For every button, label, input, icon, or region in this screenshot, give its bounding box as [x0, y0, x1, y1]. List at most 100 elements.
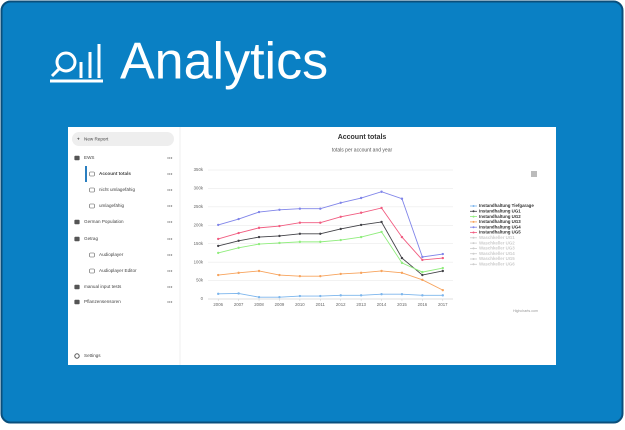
point[interactable]: [359, 235, 363, 239]
legend-entry-hidden[interactable]: Waschkeller UG1: [479, 235, 515, 240]
point[interactable]: [278, 224, 281, 228]
legend-entry[interactable]: Instandhaltung UG5: [479, 230, 521, 235]
settings-label[interactable]: Settings: [84, 353, 101, 358]
sidebar-item[interactable]: Audioplayer Editor: [99, 268, 137, 273]
point[interactable]: [421, 258, 424, 262]
point[interactable]: [298, 274, 302, 278]
point[interactable]: [441, 294, 444, 297]
legend-entry-hidden[interactable]: Waschkeller UG5: [479, 256, 515, 261]
point[interactable]: [298, 294, 302, 298]
point[interactable]: [278, 208, 281, 212]
point[interactable]: [217, 292, 220, 296]
legend-entry[interactable]: Instandhaltung Tiefgarage: [479, 203, 534, 208]
sidebar-item[interactable]: nicht umlagefähig: [99, 187, 135, 192]
point[interactable]: [441, 256, 444, 260]
point[interactable]: [380, 206, 383, 210]
point[interactable]: [217, 244, 220, 248]
point[interactable]: [339, 294, 342, 297]
point[interactable]: [217, 237, 220, 241]
point[interactable]: [359, 211, 363, 214]
sidebar-item[interactable]: Audioplayer: [99, 252, 124, 257]
point[interactable]: [278, 241, 281, 245]
point[interactable]: [380, 190, 383, 193]
point[interactable]: [400, 271, 404, 275]
point[interactable]: [339, 215, 342, 219]
point[interactable]: [319, 274, 322, 278]
point[interactable]: [400, 197, 404, 200]
point[interactable]: [400, 261, 404, 265]
point[interactable]: [400, 235, 404, 239]
point[interactable]: [421, 294, 424, 297]
sidebar-item[interactable]: Getrag: [84, 236, 98, 241]
point[interactable]: [441, 269, 444, 273]
point[interactable]: [298, 240, 302, 244]
point[interactable]: [319, 294, 322, 298]
point[interactable]: [237, 239, 240, 242]
point[interactable]: [257, 235, 261, 239]
point[interactable]: [237, 292, 240, 295]
point[interactable]: [380, 293, 383, 296]
new-report-label[interactable]: New Report: [84, 137, 109, 142]
point[interactable]: [380, 269, 383, 273]
point[interactable]: [278, 234, 281, 238]
point[interactable]: [257, 210, 261, 214]
point[interactable]: [237, 271, 240, 275]
legend-entry-hidden[interactable]: Waschkeller UG2: [479, 240, 515, 245]
point[interactable]: [257, 269, 261, 273]
sidebar-item[interactable]: Pflanzensensoren: [84, 299, 121, 304]
point[interactable]: [298, 232, 302, 235]
point[interactable]: [237, 217, 240, 221]
chart-menu-icon[interactable]: [531, 171, 537, 177]
point[interactable]: [380, 220, 383, 224]
point[interactable]: [421, 273, 424, 277]
point[interactable]: [421, 270, 424, 274]
point[interactable]: [339, 227, 342, 231]
point[interactable]: [319, 240, 322, 244]
new-report-button[interactable]: [72, 132, 174, 146]
point[interactable]: [217, 223, 220, 227]
point[interactable]: [441, 288, 444, 292]
point[interactable]: [359, 294, 363, 297]
point[interactable]: [298, 221, 302, 224]
point[interactable]: [441, 252, 444, 256]
point[interactable]: [319, 207, 322, 210]
legend-entry[interactable]: Instandhaltung UG1: [479, 208, 521, 213]
point[interactable]: [237, 231, 240, 235]
point[interactable]: [441, 266, 444, 270]
more-dot: [167, 173, 169, 175]
point[interactable]: [359, 196, 363, 200]
point[interactable]: [359, 271, 363, 275]
point[interactable]: [400, 293, 404, 296]
item-icon: [89, 252, 95, 258]
point[interactable]: [217, 273, 220, 277]
legend-entry-hidden[interactable]: Waschkeller UG3: [479, 246, 515, 251]
point[interactable]: [257, 295, 261, 299]
legend-entry-hidden[interactable]: Waschkeller UG6: [479, 261, 515, 266]
point[interactable]: [278, 273, 281, 277]
point[interactable]: [339, 272, 342, 276]
sidebar-item[interactable]: German Population: [84, 219, 124, 224]
legend-entry[interactable]: Instandhaltung UG4: [479, 224, 521, 229]
point[interactable]: [217, 251, 220, 255]
sidebar-item[interactable]: Account totals: [99, 171, 131, 176]
legend-entry[interactable]: Instandhaltung UG3: [479, 219, 521, 224]
point[interactable]: [339, 201, 342, 205]
point[interactable]: [257, 226, 261, 230]
point[interactable]: [278, 295, 281, 299]
point[interactable]: [319, 221, 322, 224]
point[interactable]: [380, 230, 383, 234]
point[interactable]: [237, 246, 240, 249]
point[interactable]: [257, 242, 261, 246]
point[interactable]: [400, 256, 404, 260]
point[interactable]: [319, 232, 322, 235]
legend-entry[interactable]: Instandhaltung UG2: [479, 214, 521, 219]
point[interactable]: [421, 255, 424, 259]
point[interactable]: [298, 207, 302, 210]
sidebar-item[interactable]: manual input tests: [84, 284, 122, 289]
sidebar-item[interactable]: umlagefähig: [99, 203, 124, 208]
point[interactable]: [359, 223, 363, 227]
legend-entry-hidden[interactable]: Waschkeller UG4: [479, 251, 515, 256]
sidebar-item[interactable]: EWS: [84, 155, 94, 160]
point[interactable]: [421, 278, 424, 282]
point[interactable]: [339, 238, 342, 242]
